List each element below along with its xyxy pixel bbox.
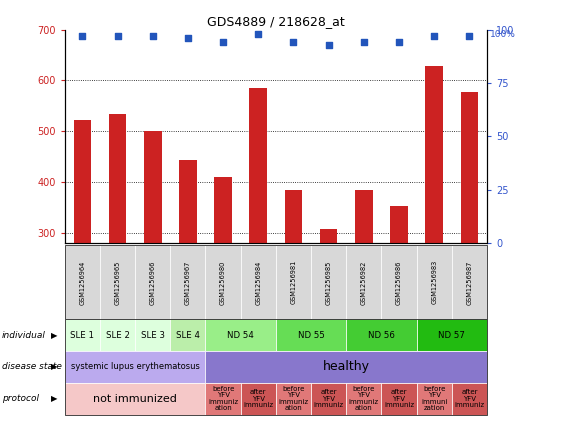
Bar xyxy=(426,66,443,386)
Text: protocol: protocol xyxy=(2,394,39,403)
Text: after
YFV
immuniz: after YFV immuniz xyxy=(243,389,274,408)
Point xyxy=(324,41,333,48)
Text: GSM1256986: GSM1256986 xyxy=(396,260,402,305)
Text: GSM1256967: GSM1256967 xyxy=(185,260,191,305)
Text: after
YFV
immuniz: after YFV immuniz xyxy=(384,389,414,408)
Bar xyxy=(74,120,91,386)
Point xyxy=(395,39,404,46)
Text: ▶: ▶ xyxy=(51,331,58,340)
Text: GSM1256985: GSM1256985 xyxy=(325,260,332,305)
Bar xyxy=(461,92,478,386)
Text: systemic lupus erythematosus: systemic lupus erythematosus xyxy=(71,363,199,371)
Point xyxy=(254,30,263,37)
Text: before
YFV
immuniz
ation: before YFV immuniz ation xyxy=(348,386,379,412)
Bar xyxy=(285,190,302,386)
Text: GSM1256983: GSM1256983 xyxy=(431,260,437,305)
Point xyxy=(148,33,157,39)
Text: individual: individual xyxy=(2,331,46,340)
Text: GSM1256987: GSM1256987 xyxy=(466,260,472,305)
Point xyxy=(430,33,439,39)
Text: after
YFV
immuniz: after YFV immuniz xyxy=(314,389,344,408)
Text: SLE 1: SLE 1 xyxy=(70,331,95,340)
Text: SLE 4: SLE 4 xyxy=(176,331,200,340)
Bar xyxy=(144,131,162,386)
Bar xyxy=(320,229,337,386)
Bar xyxy=(249,88,267,386)
Title: GDS4889 / 218628_at: GDS4889 / 218628_at xyxy=(207,16,345,28)
Text: GSM1256964: GSM1256964 xyxy=(79,260,86,305)
Text: before
YFV
immuni
zation: before YFV immuni zation xyxy=(421,386,448,412)
Bar xyxy=(390,206,408,386)
Point xyxy=(359,39,368,46)
Text: ND 55: ND 55 xyxy=(298,331,324,340)
Text: disease state: disease state xyxy=(2,363,61,371)
Text: ND 57: ND 57 xyxy=(439,331,465,340)
Text: GSM1256965: GSM1256965 xyxy=(114,260,120,305)
Point xyxy=(113,33,122,39)
Text: SLE 3: SLE 3 xyxy=(141,331,165,340)
Bar xyxy=(215,177,232,386)
Text: SLE 2: SLE 2 xyxy=(105,331,129,340)
Text: ▶: ▶ xyxy=(51,394,58,403)
Point xyxy=(289,39,298,46)
Text: GSM1256982: GSM1256982 xyxy=(361,260,367,305)
Text: not immunized: not immunized xyxy=(93,394,177,404)
Text: GSM1256966: GSM1256966 xyxy=(150,260,156,305)
Text: before
YFV
immuniz
ation: before YFV immuniz ation xyxy=(278,386,309,412)
Text: ND 56: ND 56 xyxy=(368,331,395,340)
Point xyxy=(78,33,87,39)
Point xyxy=(218,39,227,46)
Point xyxy=(184,35,193,41)
Text: ▶: ▶ xyxy=(51,363,58,371)
Text: GSM1256980: GSM1256980 xyxy=(220,260,226,305)
Bar xyxy=(179,160,196,386)
Text: GSM1256984: GSM1256984 xyxy=(255,260,261,305)
Text: healthy: healthy xyxy=(323,360,370,374)
Text: before
YFV
immuniz
ation: before YFV immuniz ation xyxy=(208,386,238,412)
Text: GSM1256981: GSM1256981 xyxy=(291,260,297,305)
Point xyxy=(465,33,474,39)
Text: 100%: 100% xyxy=(490,30,516,38)
Text: after
YFV
immuniz: after YFV immuniz xyxy=(454,389,485,408)
Bar xyxy=(355,190,373,386)
Text: ND 54: ND 54 xyxy=(227,331,254,340)
Bar xyxy=(109,114,126,386)
